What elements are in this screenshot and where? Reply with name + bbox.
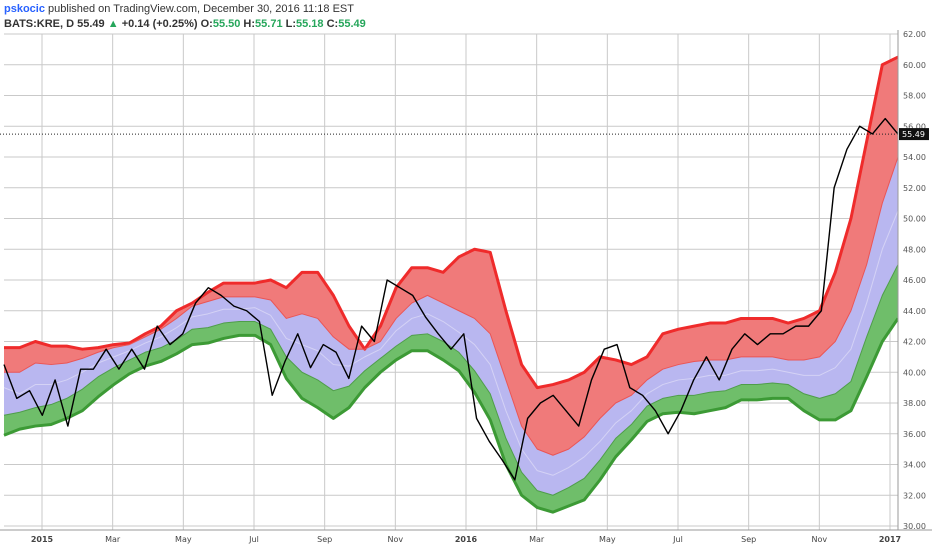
y-tick-label: 52.00 xyxy=(903,184,926,193)
y-tick-label: 34.00 xyxy=(903,461,926,470)
lower-inner-line xyxy=(3,264,899,496)
lower-band-line xyxy=(3,317,900,514)
publish-line: pskocic published on TradingView.com, De… xyxy=(4,2,366,17)
low-label: L: xyxy=(285,18,297,30)
symbol-label: BATS:KRE, D xyxy=(4,18,75,30)
x-tick-label: Mar xyxy=(529,535,545,544)
x-tick-label: 2016 xyxy=(455,535,478,544)
x-tick-label: May xyxy=(599,535,616,544)
chart-header: pskocic published on TradingView.com, De… xyxy=(4,2,366,32)
close-label: C: xyxy=(326,18,339,30)
x-tick-label: May xyxy=(175,535,192,544)
x-tick-label: Nov xyxy=(812,535,828,544)
price-line xyxy=(3,117,899,481)
y-tick-label: 44.00 xyxy=(903,307,926,316)
price-tag-label: 55.49 xyxy=(902,130,925,139)
middle-band-fill xyxy=(4,157,898,496)
y-tick-label: 58.00 xyxy=(903,92,926,101)
ohlc-line: BATS:KRE, D 55.49 ▲ +0.14 (+0.25%) O:55.… xyxy=(4,17,366,32)
y-tick-label: 40.00 xyxy=(903,368,926,377)
price-layer xyxy=(0,117,899,481)
upper-band-fill xyxy=(4,57,898,456)
high-label: H: xyxy=(243,18,256,30)
change-value: +0.14 (+0.25%) xyxy=(121,18,198,30)
close-value: 55.49 xyxy=(338,18,366,30)
x-tick-label: Sep xyxy=(317,535,332,544)
y-tick-label: 60.00 xyxy=(903,61,926,70)
x-tick-label: Nov xyxy=(388,535,404,544)
high-value: 55.71 xyxy=(255,18,283,30)
price-tag-box xyxy=(899,128,929,141)
y-tick-label: 38.00 xyxy=(903,399,926,408)
y-tick-label: 56.00 xyxy=(903,122,926,131)
open-value: 55.50 xyxy=(212,18,241,30)
upper-inner-line xyxy=(4,156,899,456)
grid-layer xyxy=(4,33,898,530)
y-tick-label: 46.00 xyxy=(903,276,926,285)
x-tick-label: 2017 xyxy=(879,535,901,544)
y-tick-label: 42.00 xyxy=(903,338,926,347)
x-tick-label: Jul xyxy=(248,535,259,544)
y-tick-label: 50.00 xyxy=(903,215,926,224)
y-tick-label: 30.00 xyxy=(903,522,926,531)
x-tick-label: Mar xyxy=(105,535,121,544)
x-tick-label: 2015 xyxy=(31,535,54,544)
y-axis-panel xyxy=(898,30,932,530)
upper-band-line xyxy=(4,55,899,390)
y-tick-label: 36.00 xyxy=(903,430,926,439)
author-link[interactable]: pskocic xyxy=(4,3,45,15)
last-price: 55.49 xyxy=(77,18,105,30)
band-layer xyxy=(3,55,900,514)
y-tick-label: 32.00 xyxy=(903,491,926,500)
low-value: 55.18 xyxy=(296,18,324,30)
y-tick-label: 54.00 xyxy=(903,153,926,162)
y-tick-label: 62.00 xyxy=(903,30,926,39)
axis-layer: 30.00 32.00 34.00 36.00 38.00 40.00 42.00 44.00… xyxy=(0,30,932,544)
x-tick-label: Jul xyxy=(672,535,683,544)
y-tick-label: 48.00 xyxy=(903,245,926,254)
x-tick-label: Sep xyxy=(741,535,756,544)
published-text: published on TradingView.com, December 3… xyxy=(48,3,354,15)
up-arrow-icon: ▲ xyxy=(107,18,119,30)
open-label: O: xyxy=(200,18,213,30)
lower-band-fill xyxy=(4,264,898,513)
